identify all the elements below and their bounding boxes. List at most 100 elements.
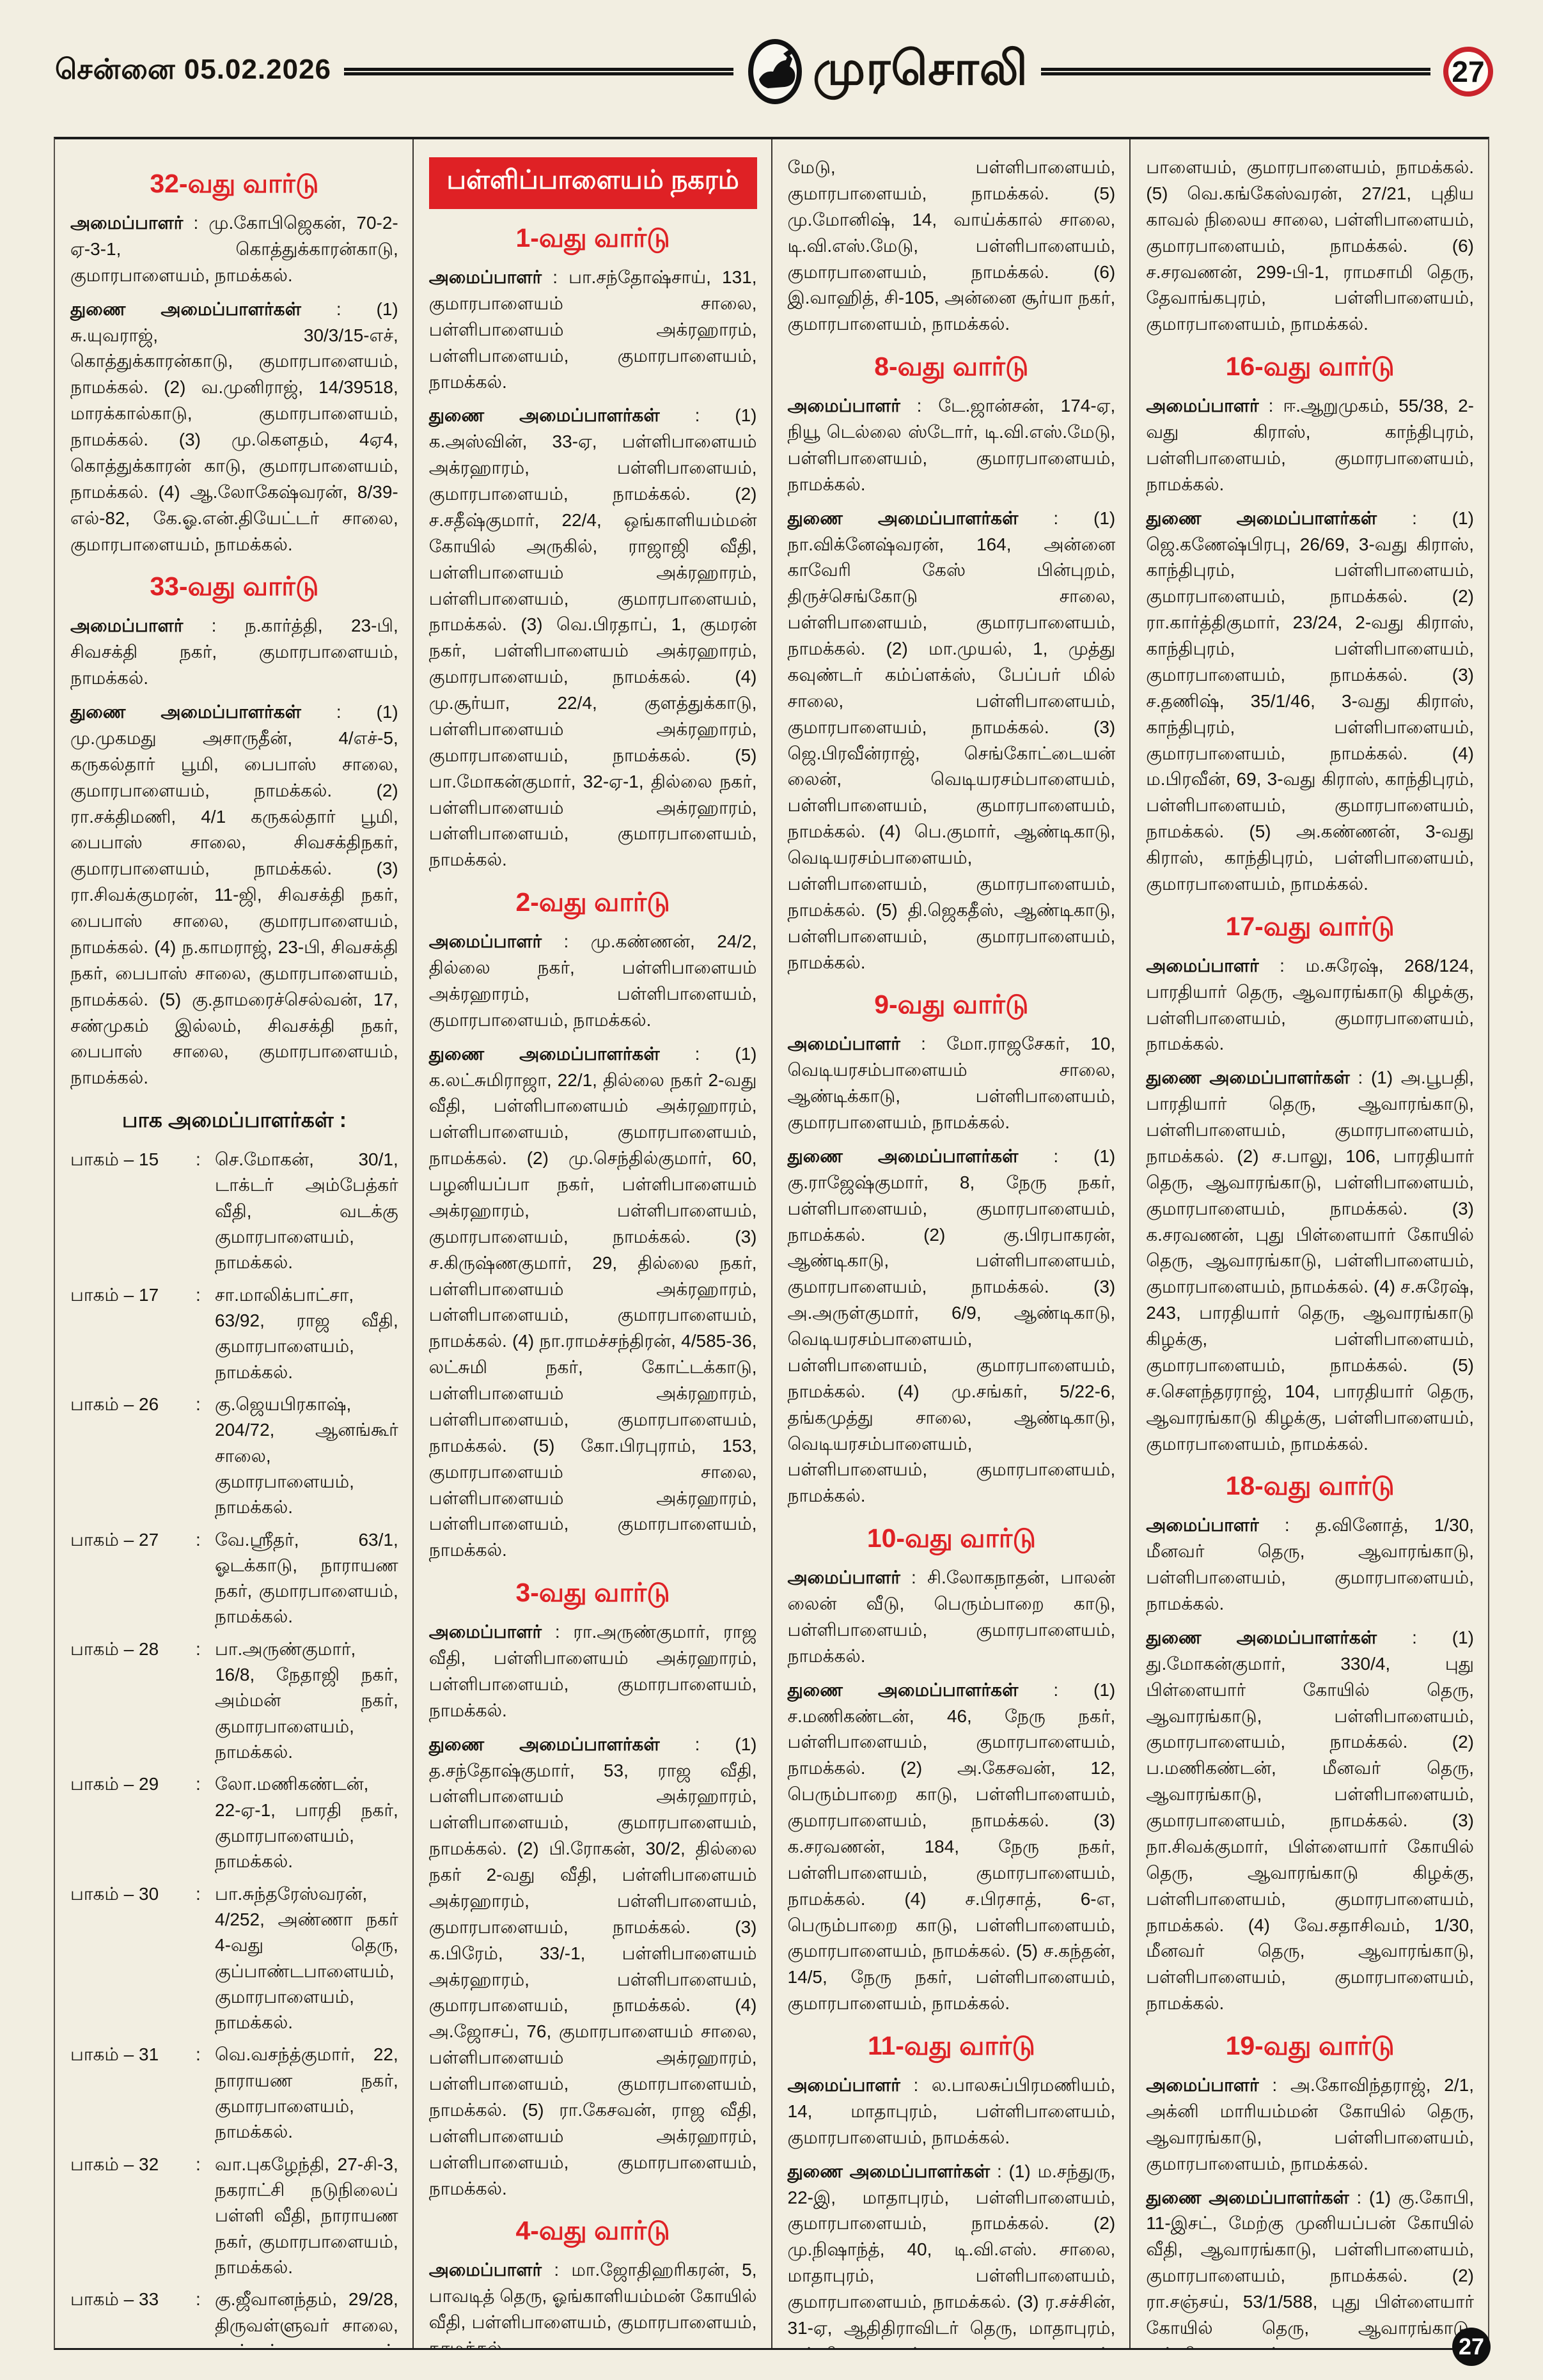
organizer-label: அமைப்பாளர் — [787, 1567, 900, 1588]
pagam-colon: : — [196, 1529, 201, 1550]
columns: 32-வது வார்டு அமைப்பாளர் : மு.கோபிஜெகன், … — [54, 137, 1489, 2350]
deputy-organizers-para: துணை அமைப்பாளர்கள் : (1) கு.ராஜேஷ்குமார்… — [787, 1146, 1116, 1506]
pagam-entry: பாகம் – 33: கு.ஜீவானந்தம், 29/28, திருவள்… — [70, 2287, 398, 2348]
page-header: சென்னை 05.02.2026 முரசொலி 27 — [55, 33, 1493, 110]
ward-heading: 10-வது வார்டு — [866, 1523, 1036, 1553]
organizer-para: அமைப்பாளர் : ல.பாலசுப்பிரமணியம், 14, மாத… — [787, 2075, 1116, 2147]
deputy-organizers-para: துணை அமைப்பாளர்கள் : (1) அ.பூபதி, பாரதிய… — [1146, 1068, 1474, 1454]
ward-heading: 18-வது வார்டு — [1225, 1471, 1395, 1501]
organizer-para: அமைப்பாளர் : மு.கண்ணன், 24/2, தில்லை நகர… — [428, 931, 757, 1030]
organizer-label: அமைப்பாளர் — [70, 213, 184, 233]
deputy-organizers-para: துணை அமைப்பாளர்கள் : (1) த.சந்தோஷ்குமார்… — [428, 1734, 757, 2198]
organizer-para: அமைப்பாளர் : மா.ஜோதிஹரிகரன், 5, பாவடித் … — [428, 2260, 757, 2348]
deputy-organizers-label: துணை அமைப்பாளர்கள் — [428, 405, 660, 426]
ward-heading: 33-வது வார்டு — [150, 572, 319, 602]
ward-heading: 1-வது வார்டு — [515, 223, 670, 253]
deputy-organizers-para: துணை அமைப்பாளர்கள் : (1) கு.கோபி, 11-இசட… — [1146, 2187, 1475, 2349]
continuation-para: மேடு, பள்ளிபாளையம், குமாரபாளையம், நாமக்க… — [787, 157, 1116, 334]
ward-heading: 19-வது வார்டு — [1225, 2031, 1395, 2060]
pagam-number: பாகம் – 17 — [70, 1284, 159, 1305]
pagam-entry: பாகம் – 17: சா.மாலிக்பாட்சா, 63/92, ராஜ வ… — [70, 1282, 398, 1385]
pagam-text: பா.சுந்தரேஸ்வரன், 4/252, அண்ணா நகர் 4-வத… — [215, 1883, 398, 2033]
pagam-number: பாகம் – 26 — [70, 1394, 159, 1414]
column-2: பள்ளிப்பாளையம் நகரம் 1-வது வார்டு அமைப்பாள… — [412, 139, 771, 2348]
pagam-colon: : — [196, 1284, 201, 1305]
deputy-organizers-para: துணை அமைப்பாளர்கள் : (1) ச.மணிகண்டன், 46… — [787, 1679, 1116, 2014]
masthead-title: முரசொலி — [813, 42, 1029, 95]
pagam-colon: : — [196, 2154, 201, 2174]
pagam-text: வா.புகழேந்தி, 27-சி-3, நகராட்சி நடுநிலைப… — [215, 2154, 398, 2277]
organizer-label: அமைப்பாளர் — [428, 1622, 542, 1642]
organizer-label: அமைப்பாளர் — [428, 2260, 542, 2280]
pagam-entry: பாகம் – 15: செ.மோகன், 30/1, டாக்டர் அம்பே… — [70, 1147, 398, 1276]
pagam-text: பா.அருண்குமார், 16/8, நேதாஜி நகர், அம்மன… — [215, 1638, 398, 1762]
organizer-para: அமைப்பாளர் : ந.கார்த்தி, 23-பி, சிவசக்தி… — [70, 616, 398, 688]
deputy-organizers-label: துணை அமைப்பாளர்கள் — [787, 508, 1019, 528]
deputy-organizers-label: துணை அமைப்பாளர்கள் — [1146, 508, 1377, 528]
pagam-colon: : — [196, 1149, 201, 1170]
pagam-number: பாகம் – 30 — [70, 1883, 159, 1904]
pagam-entry: பாகம் – 31: வெ.வசந்த்குமார், 22, நாராயண ந… — [70, 2042, 398, 2145]
ward-heading: 2-வது வார்டு — [515, 887, 670, 917]
pagam-number: பாகம் – 31 — [70, 2044, 159, 2065]
organizer-label: அமைப்பாளர் — [428, 931, 542, 952]
organizer-label: அமைப்பாளர் — [1146, 2075, 1259, 2095]
pagam-number: பாகம் – 15 — [70, 1149, 159, 1170]
pagam-text: வெ.வசந்த்குமார், 22, நாராயண நகர், குமாரப… — [215, 2044, 398, 2142]
deputy-organizers-para: துணை அமைப்பாளர்கள் : (1) து.மோகன்குமார்,… — [1146, 1627, 1475, 2014]
pagam-colon: : — [196, 1774, 201, 1794]
pagam-entry: பாகம் – 27: வே.ஸ்ரீதர், 63/1, ஓடக்காடு, ந… — [70, 1527, 398, 1630]
organizer-para: அமைப்பாளர் : மோ.ராஜசேகர், 10, வெடியரசம்ப… — [787, 1034, 1116, 1132]
pagam-entry: பாகம் – 32: வா.புகழேந்தி, 27-சி-3, நகராட்… — [70, 2152, 398, 2281]
column-1: 32-வது வார்டு அமைப்பாளர் : மு.கோபிஜெகன், … — [55, 139, 412, 2348]
deputy-organizers-para: துணை அமைப்பாளர்கள் : (1) க.அஸ்வின், 33-ஏ… — [428, 405, 757, 870]
ward-heading: 16-வது வார்டு — [1225, 352, 1395, 382]
pagam-text: கு.ஜீவானந்தம், 29/28, திருவள்ளுவர் சாலை,… — [215, 2289, 398, 2348]
deputy-organizers-para: துணை அமைப்பாளர்கள் : (1) மு.முகமது அசாரு… — [70, 702, 398, 1088]
ward-heading: 32-வது வார்டு — [150, 169, 319, 198]
organizer-label: அமைப்பாளர் — [428, 267, 542, 287]
pagam-number: பாகம் – 29 — [70, 1774, 159, 1794]
deputy-organizers-label: துணை அமைப்பாளர்கள் — [787, 2161, 991, 2181]
ward-heading: 4-வது வார்டு — [515, 2216, 670, 2246]
deputy-organizers-label: துணை அமைப்பாளர்கள் — [70, 299, 301, 319]
column-4: பாளையம், குமாரபாளையம், நாமக்கல். (5) வெ.… — [1129, 139, 1488, 2348]
organizer-para: அமைப்பாளர் : ரா.அருண்குமார், ராஜ வீதி, ப… — [428, 1622, 757, 1720]
pagam-colon: : — [196, 1883, 201, 1904]
ward-heading: 17-வது வார்டு — [1225, 911, 1395, 941]
organizer-label: அமைப்பாளர் — [787, 1034, 900, 1054]
pagam-number: பாகம் – 28 — [70, 1638, 159, 1659]
city-banner: பள்ளிப்பாளையம் நகரம் — [428, 157, 757, 209]
organizer-label: அமைப்பாளர் — [787, 2075, 900, 2095]
dateline: சென்னை 05.02.2026 — [55, 54, 332, 85]
pagam-text: கு.ஜெயபிரகாஷ், 204/72, ஆனங்கூர் சாலை, கு… — [215, 1394, 398, 1518]
murasoli-bull-logo-icon — [746, 37, 804, 106]
organizer-para: அமைப்பாளர் : ஈ.ஆறுமுகம், 55/38, 2-வது கி… — [1146, 396, 1474, 494]
organizer-para: அமைப்பாளர் : மு.கோபிஜெகன், 70-2-ஏ-3-1, க… — [70, 213, 398, 285]
organizer-para: அமைப்பாளர் : சி.லோகநாதன், பாலன் லைன் வீட… — [787, 1567, 1116, 1666]
masthead-group: முரசொலி — [746, 37, 1028, 106]
pagam-entry: பாகம் – 30: பா.சுந்தரேஸ்வரன், 4/252, அண்ண… — [70, 1881, 398, 2036]
organizer-para: அமைப்பாளர் : த.வினோத், 1/30, மீனவர் தெரு… — [1146, 1515, 1474, 1614]
deputy-organizers-para: துணை அமைப்பாளர்கள் : (1) சு.யுவராஜ், 30/… — [70, 299, 398, 554]
organizer-para: அமைப்பாளர் : ம.சுரேஷ், 268/124, பாரதியார… — [1146, 955, 1474, 1054]
deputy-organizers-para: துணை அமைப்பாளர்கள் : (1) ஜெ.கணேஷ்பிரபு, … — [1146, 508, 1475, 894]
pagam-text: வே.ஸ்ரீதர், 63/1, ஓடக்காடு, நாராயண நகர்,… — [215, 1529, 398, 1627]
deputy-organizers-para: துணை அமைப்பாளர்கள் : (1) க.லட்சுமிராஜா, … — [428, 1043, 757, 1560]
pagam-number: பாகம் – 33 — [70, 2289, 159, 2310]
organizer-label: அமைப்பாளர் — [1146, 1515, 1259, 1536]
pagam-text: லோ.மணிகண்டன், 22-ஏ-1, பாரதி நகர், குமாரப… — [215, 1774, 398, 1872]
ward-heading: 3-வது வார்டு — [515, 1578, 670, 1608]
pagam-colon: : — [196, 1638, 201, 1659]
header-rule-left — [344, 68, 734, 75]
deputy-organizers-label: துணை அமைப்பாளர்கள் — [1146, 2187, 1349, 2207]
organizer-para: அமைப்பாளர் : பா.சந்தோஷ்சாய், 131, குமாரப… — [428, 267, 757, 392]
pagam-colon: : — [196, 2044, 201, 2065]
pagam-entry: பாகம் – 26: கு.ஜெயபிரகாஷ், 204/72, ஆனங்கூ… — [70, 1392, 398, 1521]
deputy-organizers-label: துணை அமைப்பாளர்கள் — [787, 1146, 1019, 1166]
deputy-organizers-label: துணை அமைப்பாளர்கள் — [70, 702, 301, 722]
organizer-para: அமைப்பாளர் : டே.ஜான்சன், 174-ஏ, நியூ டெல… — [787, 396, 1116, 494]
deputy-organizers-label: துணை அமைப்பாளர்கள் — [1146, 1627, 1377, 1647]
organizer-para: அமைப்பாளர் : அ.கோவிந்தராஜ், 2/1, அக்னி ம… — [1146, 2075, 1474, 2174]
pagam-text: சா.மாலிக்பாட்சா, 63/92, ராஜ வீதி, குமாரப… — [215, 1284, 398, 1382]
